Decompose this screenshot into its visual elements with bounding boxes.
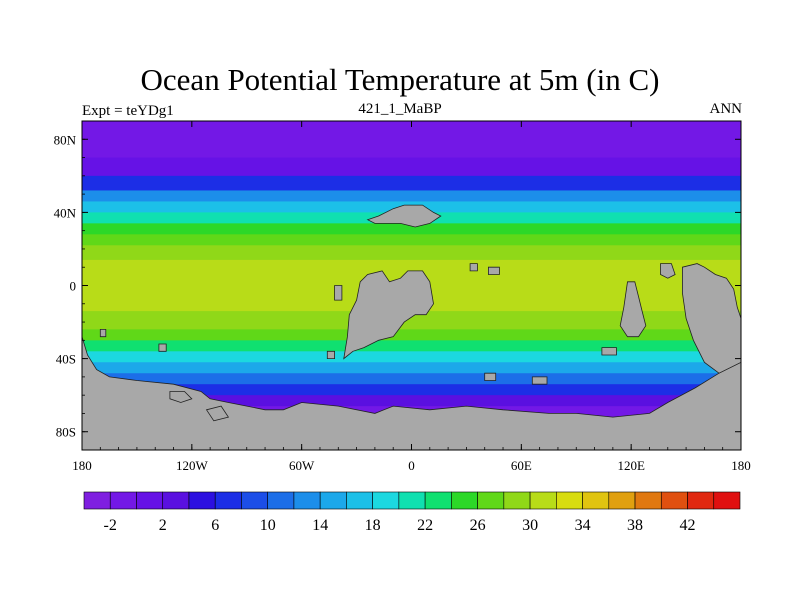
colorbar-label: 30 (522, 517, 538, 534)
period-label: 421_1_MaBP (358, 101, 442, 117)
colorbar-labels: -2 2 6 10 14 18 22 26 30 34 38 42 (104, 517, 696, 534)
temperature-band-0 (82, 121, 741, 159)
land-small-island-h (660, 263, 676, 279)
experiment-label: Expt = teYDg1 (82, 103, 174, 119)
colorbar-box (713, 491, 741, 510)
land-sub-antarctic-island-a (169, 391, 193, 403)
x-tick-label: 180 (731, 458, 751, 473)
colorbar-box (83, 491, 111, 510)
colorbar-box (293, 491, 321, 510)
colorbar-box (424, 491, 452, 510)
y-tick-label: 0 (70, 279, 77, 294)
colorbar-box (660, 491, 688, 510)
colorbar-label: 26 (470, 517, 486, 534)
land-small-island-a (334, 285, 343, 301)
colorbar-box (162, 491, 190, 510)
colorbar-boxes (83, 491, 741, 510)
colorbar-label: 6 (211, 517, 219, 534)
colorbar-box (608, 491, 636, 510)
colorbar-label: 38 (627, 517, 643, 534)
land-small-island-i (484, 372, 497, 381)
temperature-band-7 (82, 234, 741, 246)
colorbar-box (188, 491, 216, 510)
temperature-band-14 (82, 362, 741, 374)
land-small-island-e (99, 328, 107, 338)
land-small-island-b (469, 263, 478, 272)
temperature-field (82, 121, 741, 451)
colorbar-box (582, 491, 610, 510)
x-tick-label: 120E (617, 458, 645, 473)
land-antarctica (81, 336, 742, 451)
colorbar-box (451, 491, 478, 510)
land-south-america-block (343, 270, 434, 360)
y-tick-label: 40S (56, 352, 76, 367)
land-small-island-j (531, 376, 548, 385)
plot-title: Ocean Potential Temperature at 5m (in C) (140, 62, 660, 97)
temperature-band-17 (82, 395, 741, 407)
temperature-band-3 (82, 190, 741, 202)
colorbar-box (214, 491, 242, 510)
x-tick-label: 180 (72, 458, 92, 473)
colorbar-box (398, 491, 426, 510)
colorbar-label: 22 (417, 517, 433, 534)
colorbar-box (267, 491, 295, 510)
colorbar-box (241, 491, 268, 510)
x-tick-label: 0 (408, 458, 415, 473)
colorbar-box (556, 491, 583, 510)
colorbar-label: 2 (159, 517, 167, 534)
land-sub-antarctic-island-b (205, 405, 230, 422)
temperature-band-10 (82, 311, 741, 330)
colorbar-box (634, 491, 662, 510)
colorbar-box (346, 491, 373, 510)
land-small-island-f (326, 350, 336, 360)
land-small-island-g (601, 347, 617, 356)
x-tick-label: 120W (176, 458, 209, 473)
colorbar-box (503, 491, 531, 510)
colorbar-box (319, 491, 347, 510)
temperature-band-6 (82, 223, 741, 235)
land-mask (81, 204, 742, 451)
temperature-band-13 (82, 351, 741, 363)
colorbar-box (136, 491, 164, 510)
season-label: ANN (709, 101, 743, 117)
temperature-band-2 (82, 175, 741, 191)
land-north-atlantic-island (366, 204, 442, 228)
colorbar-label: 18 (365, 517, 381, 534)
colorbar-box (529, 491, 557, 510)
y-tick-label: 80N (54, 132, 77, 147)
land-eastern-island (619, 281, 647, 338)
colorbar-box (109, 491, 137, 510)
x-tick-label: 60W (289, 458, 315, 473)
colorbar-label: 10 (260, 517, 276, 534)
temperature-band-1 (82, 157, 741, 177)
y-tick-label: 40N (54, 205, 77, 220)
temperature-band-12 (82, 340, 741, 352)
land-small-island-d (158, 343, 167, 352)
colorbar-label: -2 (104, 517, 117, 534)
map-axes: 180 120W 60W 0 60E 120E 180 80N 40N 0 40S 80S (54, 120, 751, 473)
temperature-band-16 (82, 384, 741, 396)
land-small-island-c (487, 266, 500, 275)
y-tick-label: 80S (56, 425, 76, 440)
temperature-band-15 (82, 373, 741, 385)
colorbar-box (687, 491, 715, 510)
colorbar-label: 34 (575, 517, 591, 534)
temperature-band-8 (82, 245, 741, 261)
temperature-band-11 (82, 329, 741, 341)
colorbar-box (372, 491, 400, 510)
x-tick-label: 60E (511, 458, 532, 473)
colorbar-box (477, 491, 505, 510)
colorbar-label: 42 (680, 517, 696, 534)
colorbar-label: 14 (312, 517, 328, 534)
